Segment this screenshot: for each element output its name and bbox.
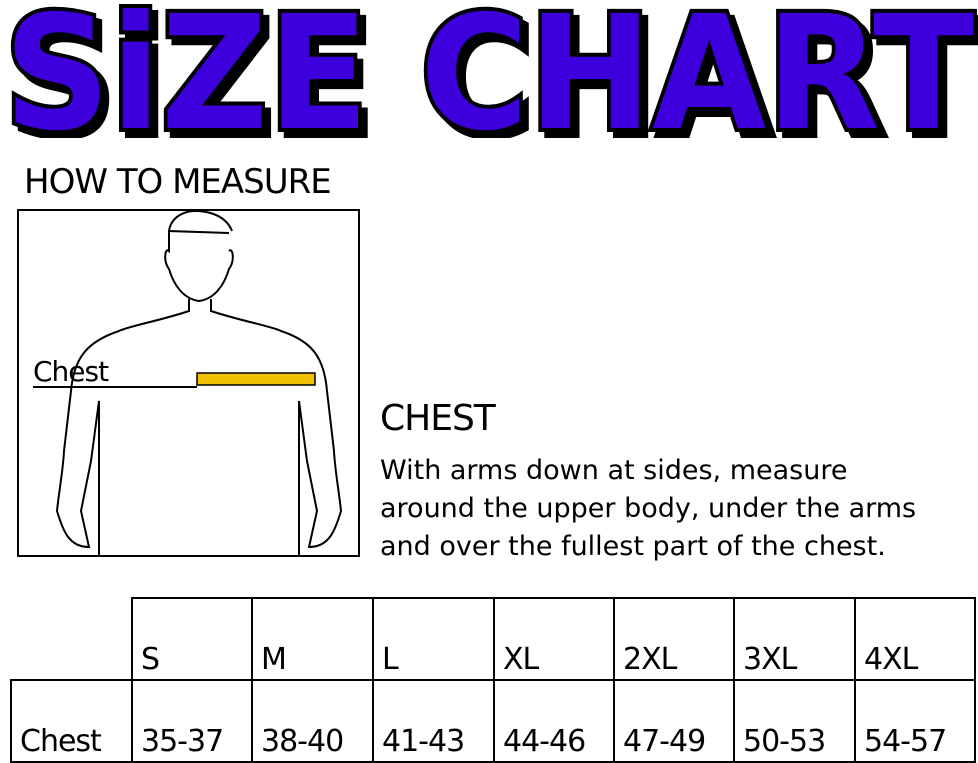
size-chart-title-logo: SiZE CHART bbox=[0, 0, 978, 170]
size-header-row: S M L XL 2XL 3XL 4XL bbox=[11, 597, 976, 681]
table-cell: 50-53 bbox=[733, 679, 856, 763]
blank-corner-cell bbox=[11, 598, 132, 680]
size-header: 4XL bbox=[854, 597, 976, 681]
table-cell: 54-57 bbox=[854, 679, 976, 763]
size-header: L bbox=[372, 597, 495, 681]
size-header: 2XL bbox=[613, 597, 735, 681]
table-cell: 38-40 bbox=[251, 679, 374, 763]
table-cell: 35-37 bbox=[131, 679, 253, 763]
size-table: S M L XL 2XL 3XL 4XL Chest 35-37 38-40 4… bbox=[10, 597, 976, 763]
table-cell: 44-46 bbox=[493, 679, 615, 763]
size-header: M bbox=[251, 597, 374, 681]
size-header: 3XL bbox=[733, 597, 856, 681]
chest-instructions: With arms down at sides, measure around … bbox=[380, 452, 978, 566]
table-cell: 41-43 bbox=[372, 679, 495, 763]
row-label: Chest bbox=[10, 679, 133, 763]
table-row: Chest 35-37 38-40 41-43 44-46 47-49 50-5… bbox=[10, 679, 976, 763]
instruction-line: around the upper body, under the arms bbox=[380, 493, 917, 524]
measurement-figure: Chest bbox=[17, 209, 360, 557]
size-header: S bbox=[131, 597, 253, 681]
body-outline-icon bbox=[55, 209, 343, 555]
chest-heading: CHEST bbox=[380, 398, 496, 439]
how-to-measure-heading: HOW TO MEASURE bbox=[24, 162, 332, 202]
title-text: SiZE CHART bbox=[4, 0, 974, 138]
size-header: XL bbox=[493, 597, 615, 681]
table-cell: 47-49 bbox=[613, 679, 735, 763]
figure-chest-label: Chest bbox=[33, 355, 109, 388]
measuring-tape-icon bbox=[196, 372, 316, 386]
instruction-line: With arms down at sides, measure bbox=[380, 455, 848, 486]
instruction-line: and over the fullest part of the chest. bbox=[380, 531, 886, 562]
